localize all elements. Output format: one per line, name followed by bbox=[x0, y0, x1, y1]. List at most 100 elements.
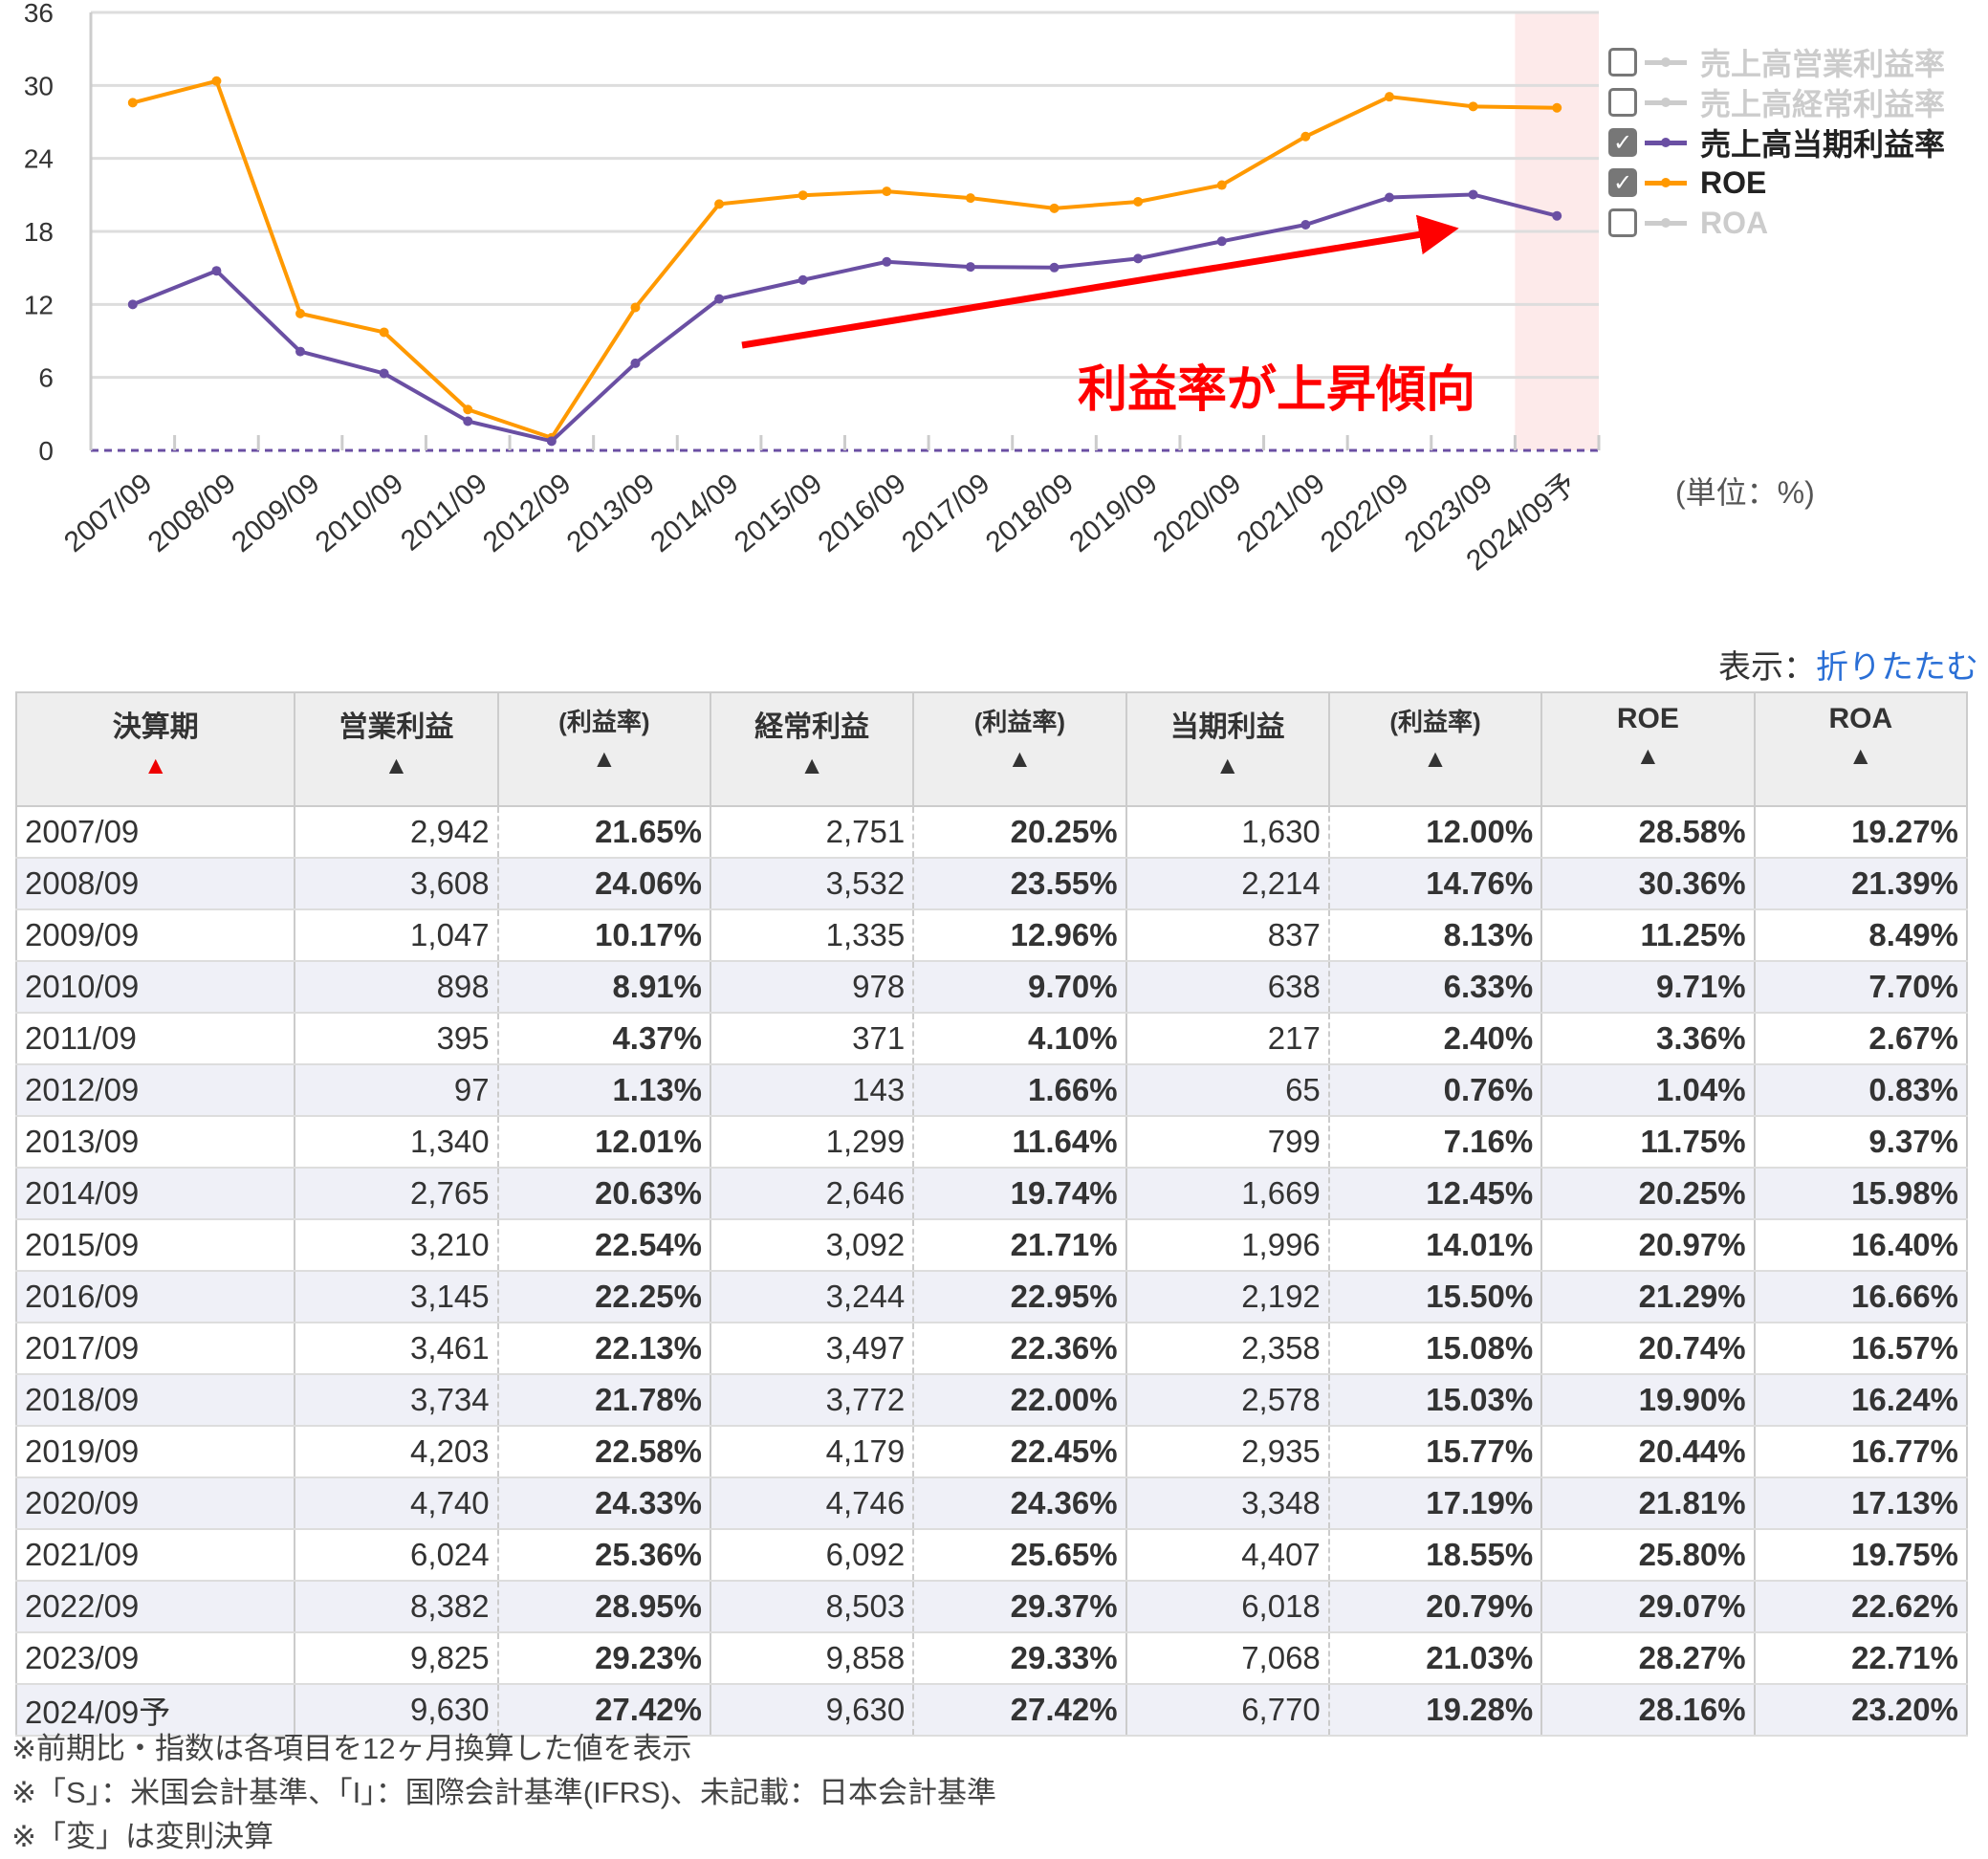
table-cell: 1.04% bbox=[1540, 1064, 1756, 1117]
table-cell: 8.13% bbox=[1327, 909, 1543, 962]
table-cell: 2013/09 bbox=[14, 1116, 296, 1169]
legend-item[interactable]: 売上高営業利益率 bbox=[1608, 42, 1945, 82]
table-cell: 2012/09 bbox=[14, 1064, 296, 1117]
legend-item[interactable]: 売上高経常利益率 bbox=[1608, 82, 1945, 122]
sort-icon[interactable]: ▲ bbox=[1214, 751, 1240, 779]
table-cell: 2021/09 bbox=[14, 1529, 296, 1582]
column-header[interactable]: ROA ▲ bbox=[1753, 691, 1969, 807]
column-header[interactable]: (利益率) ▲ bbox=[912, 691, 1127, 807]
table-cell: 20.44% bbox=[1540, 1426, 1756, 1478]
display-toggle: 表示：折りたたむ bbox=[1718, 641, 1978, 688]
checkbox[interactable] bbox=[1608, 48, 1637, 77]
table-cell: 23.20% bbox=[1753, 1684, 1969, 1737]
table-cell: 15.77% bbox=[1327, 1426, 1543, 1478]
table-cell: 4,203 bbox=[295, 1426, 498, 1478]
table-cell: 23.55% bbox=[912, 858, 1127, 910]
table-row: 2020/09 4,740 24.33% 4,746 24.36% 3,348 17.19%… bbox=[14, 1477, 1969, 1530]
table-cell: 16.66% bbox=[1753, 1271, 1969, 1323]
table-cell: 21.78% bbox=[496, 1374, 712, 1427]
table-cell: 22.36% bbox=[912, 1323, 1127, 1375]
legend-label: ROA bbox=[1700, 205, 1769, 240]
sort-icon[interactable]: ▲ bbox=[1635, 741, 1661, 770]
table-cell: 6,024 bbox=[295, 1529, 498, 1582]
table-cell: 2,192 bbox=[1125, 1271, 1329, 1323]
table-cell: 2,214 bbox=[1125, 858, 1329, 910]
legend-item[interactable]: ✓ 売上高当期利益率 bbox=[1608, 122, 1945, 163]
table-cell: 2.67% bbox=[1753, 1013, 1969, 1065]
sort-icon[interactable]: ▲ bbox=[142, 751, 168, 779]
collapse-link[interactable]: 折りたたむ bbox=[1816, 649, 1978, 686]
sort-icon[interactable]: ▲ bbox=[383, 751, 409, 779]
table-cell: 20.97% bbox=[1540, 1219, 1756, 1272]
table-cell: 19.74% bbox=[912, 1168, 1127, 1220]
table-cell: 8,382 bbox=[295, 1581, 498, 1633]
checkbox[interactable]: ✓ bbox=[1608, 128, 1637, 157]
table-cell: 143 bbox=[710, 1064, 914, 1117]
table-cell: 3,608 bbox=[295, 858, 498, 910]
column-header[interactable]: (利益率) ▲ bbox=[1327, 691, 1543, 807]
table-cell: 0.83% bbox=[1753, 1064, 1969, 1117]
sort-icon[interactable]: ▲ bbox=[1423, 744, 1448, 773]
table-cell: 6.33% bbox=[1327, 961, 1543, 1014]
sort-icon[interactable]: ▲ bbox=[1847, 741, 1873, 770]
data-point bbox=[1552, 210, 1562, 221]
x-tick-label: 2017/09 bbox=[896, 468, 995, 558]
table-cell: 1,299 bbox=[710, 1116, 914, 1169]
footnote: ※前期比・指数は各項目を12ヶ月換算した値を表示 bbox=[11, 1732, 692, 1765]
table-cell: 2,646 bbox=[710, 1168, 914, 1220]
table-cell: 15.08% bbox=[1327, 1323, 1543, 1375]
column-header[interactable]: 当期利益 ▲ bbox=[1125, 691, 1330, 807]
table-cell: 837 bbox=[1125, 909, 1329, 962]
x-tick-label: 2013/09 bbox=[561, 468, 661, 558]
legend-item[interactable]: ROA bbox=[1608, 203, 1945, 243]
table-cell: 3,734 bbox=[295, 1374, 498, 1427]
table-cell: 18.55% bbox=[1327, 1529, 1543, 1582]
table-cell: 2015/09 bbox=[14, 1219, 296, 1272]
table-cell: 16.24% bbox=[1753, 1374, 1969, 1427]
sort-icon[interactable]: ▲ bbox=[1007, 744, 1033, 773]
sort-icon[interactable]: ▲ bbox=[591, 744, 617, 773]
table-cell: 9,858 bbox=[710, 1632, 914, 1685]
table-cell: 638 bbox=[1125, 961, 1329, 1014]
data-point bbox=[1300, 131, 1311, 142]
column-header[interactable]: 営業利益 ▲ bbox=[294, 691, 499, 807]
table-cell: 3,244 bbox=[710, 1271, 914, 1323]
column-header[interactable]: 経常利益 ▲ bbox=[710, 691, 915, 807]
table-cell: 97 bbox=[295, 1064, 498, 1117]
sort-icon[interactable]: ▲ bbox=[799, 751, 824, 779]
x-tick-label: 2015/09 bbox=[729, 468, 828, 558]
checkbox[interactable]: ✓ bbox=[1608, 168, 1637, 197]
data-point bbox=[127, 299, 138, 310]
table-cell: 20.25% bbox=[912, 806, 1127, 859]
legend-label: 売上高当期利益率 bbox=[1700, 127, 1946, 162]
table-cell: 2024/09予 bbox=[14, 1684, 296, 1737]
table-cell: 29.37% bbox=[912, 1581, 1127, 1633]
table-cell: 22.71% bbox=[1753, 1632, 1969, 1685]
table-cell: 21.81% bbox=[1540, 1477, 1756, 1530]
table-cell: 65 bbox=[1125, 1064, 1329, 1117]
table-cell: 2019/09 bbox=[14, 1426, 296, 1478]
column-header[interactable]: 決算期 ▲ bbox=[14, 691, 296, 807]
table-cell: 6,092 bbox=[710, 1529, 914, 1582]
table-cell: 9,825 bbox=[295, 1632, 498, 1685]
x-tick-label: 2012/09 bbox=[477, 468, 577, 558]
table-cell: 1,340 bbox=[295, 1116, 498, 1169]
column-header[interactable]: (利益率) ▲ bbox=[496, 691, 712, 807]
table-cell: 27.42% bbox=[496, 1684, 712, 1737]
table-row: 2009/09 1,047 10.17% 1,335 12.96% 837 8.13% 11.… bbox=[14, 909, 1969, 962]
column-header[interactable]: ROE ▲ bbox=[1540, 691, 1756, 807]
table-cell: 14.76% bbox=[1327, 858, 1543, 910]
x-tick-label: 2020/09 bbox=[1147, 468, 1247, 558]
table-cell: 2023/09 bbox=[14, 1632, 296, 1685]
data-point bbox=[1049, 203, 1060, 213]
checkbox[interactable] bbox=[1608, 208, 1637, 237]
legend-item[interactable]: ✓ ROE bbox=[1608, 163, 1945, 203]
trend-arrow bbox=[741, 214, 1459, 349]
checkbox[interactable] bbox=[1608, 88, 1637, 117]
legend-label: 売上高営業利益率 bbox=[1700, 47, 1946, 81]
table-cell: 17.19% bbox=[1327, 1477, 1543, 1530]
data-point bbox=[211, 266, 222, 276]
x-tick-label: 2014/09 bbox=[644, 468, 744, 558]
table-row: 2021/09 6,024 25.36% 6,092 25.65% 4,407 18.55%… bbox=[14, 1529, 1969, 1582]
table-cell: 25.36% bbox=[496, 1529, 712, 1582]
